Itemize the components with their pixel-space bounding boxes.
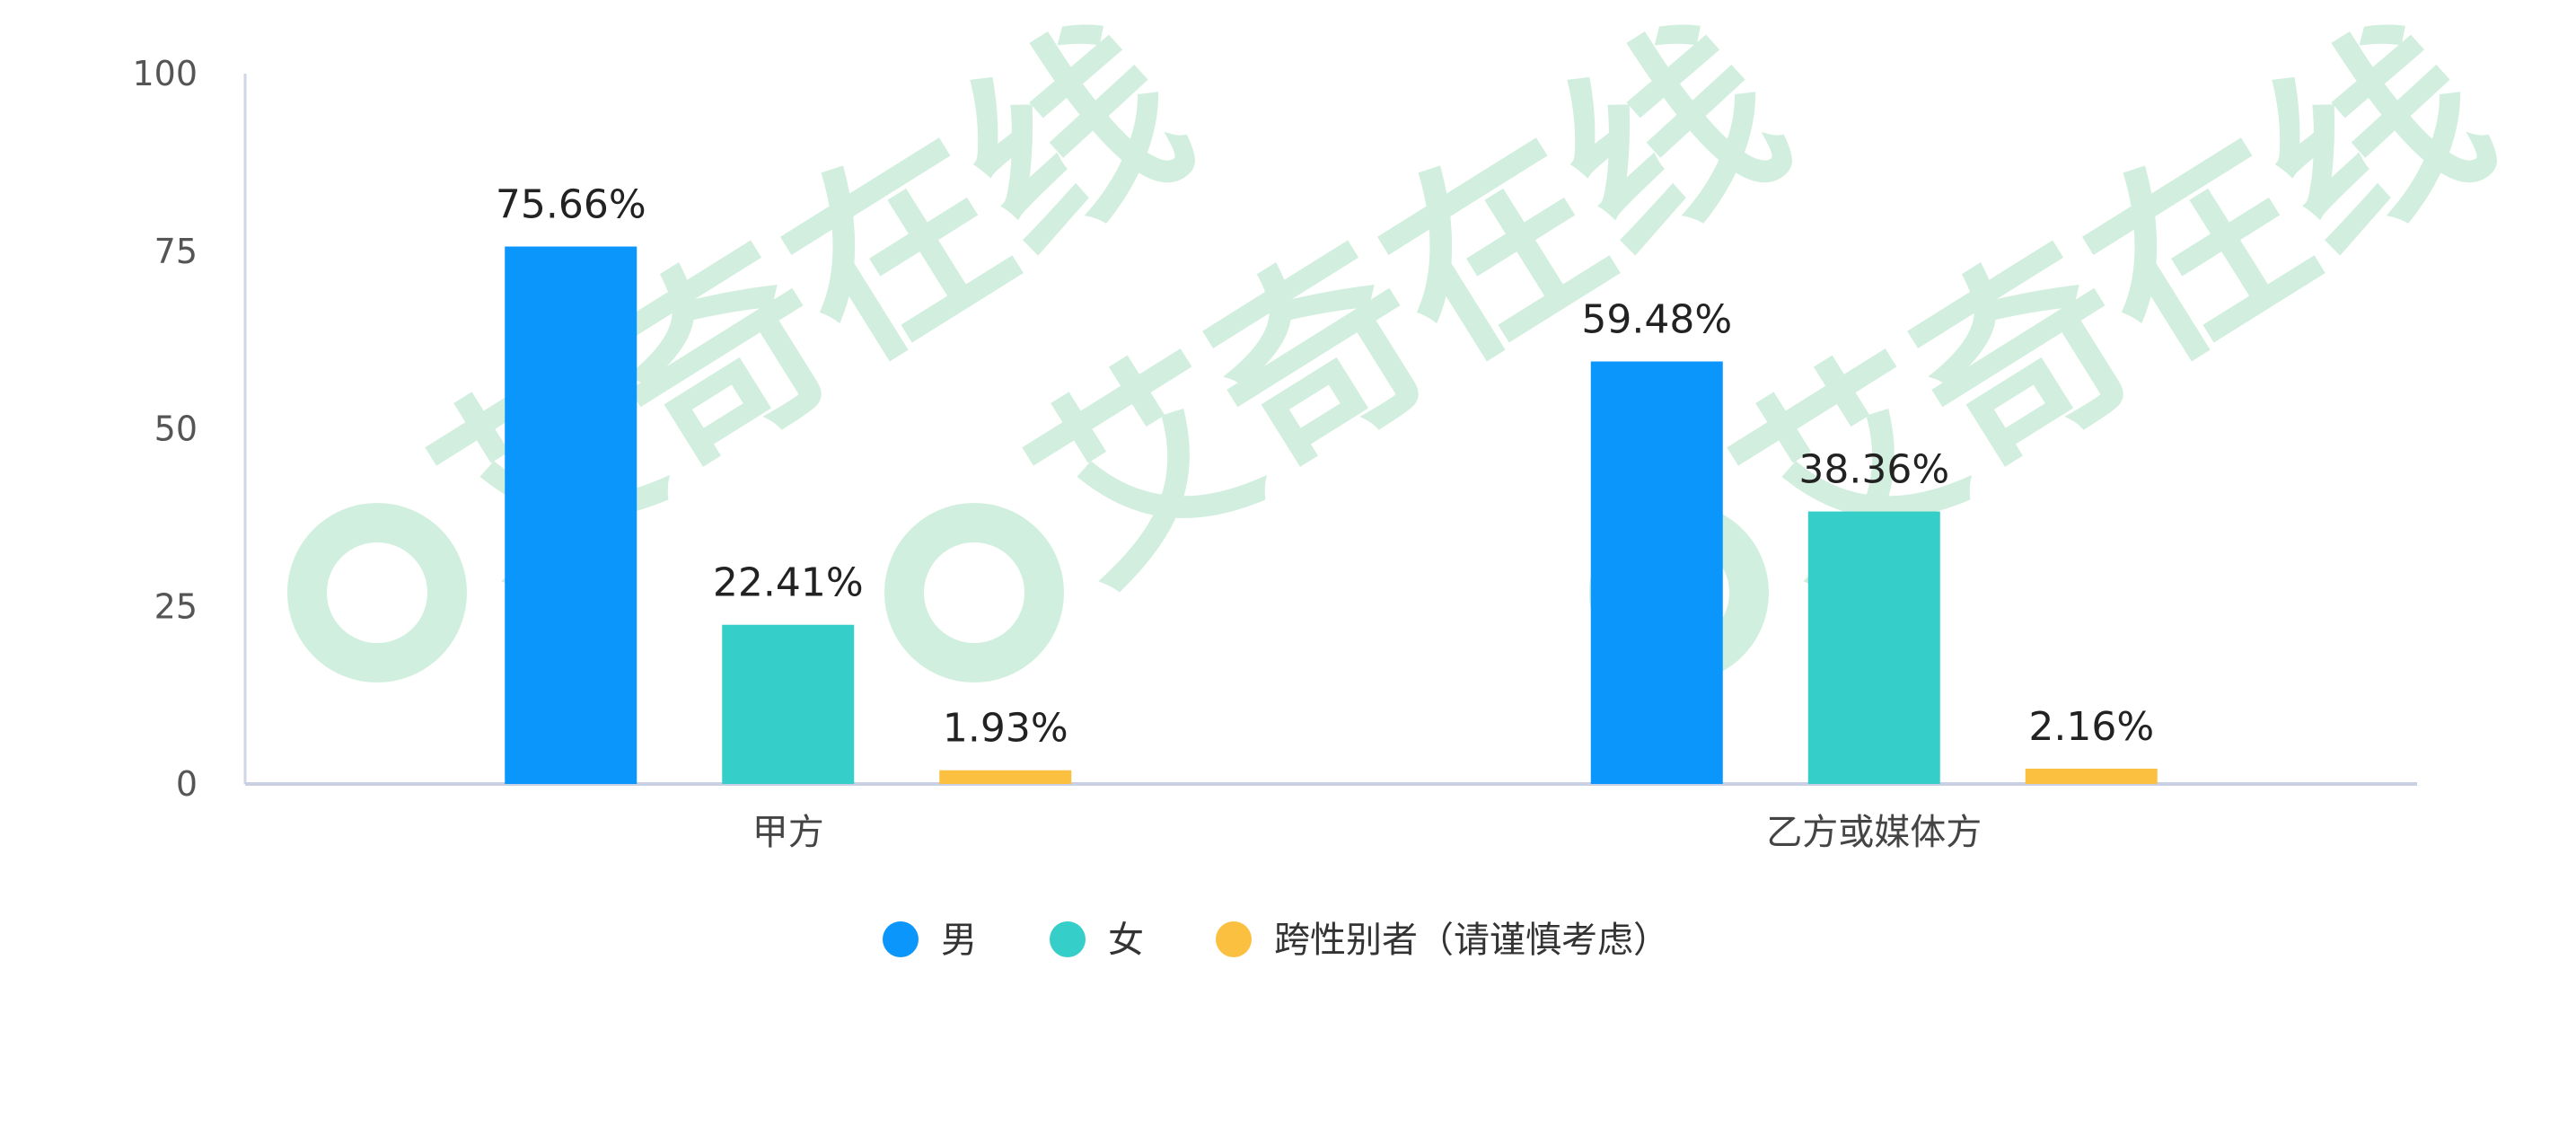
bar (939, 770, 1072, 784)
legend-item: 女 (1050, 920, 1144, 961)
y-tick-label: 50 (154, 409, 198, 449)
data-label: 38.36% (1798, 447, 1949, 493)
y-tick-label: 0 (176, 764, 198, 804)
legend-marker (1216, 921, 1252, 957)
bar (505, 246, 637, 784)
y-tick-label: 75 (154, 232, 198, 271)
watermark-logo-icon (287, 503, 467, 682)
bar (1590, 361, 1723, 784)
y-tick-label: 25 (154, 586, 198, 626)
legend-marker (883, 921, 919, 957)
data-label: 59.48% (1581, 297, 1732, 343)
bar (2025, 768, 2158, 784)
bar (1807, 511, 1940, 784)
bars (505, 246, 2158, 784)
legend-item: 跨性别者（请谨慎考虑） (1216, 920, 1669, 961)
watermark-logo-icon (884, 503, 1064, 682)
category-labels: 甲方 乙方或媒体方 (752, 812, 1983, 853)
value-labels: 75.66% 22.41% 1.93% 59.48% 38.36% 2.16% (496, 182, 2154, 752)
legend-label: 跨性别者（请谨慎考虑） (1274, 920, 1669, 961)
data-label: 1.93% (943, 706, 1068, 752)
y-tick-label: 100 (132, 54, 198, 93)
legend: 男 女 跨性别者（请谨慎考虑） (883, 920, 1669, 961)
legend-marker (1050, 921, 1086, 957)
data-label: 22.41% (713, 560, 864, 606)
data-label: 2.16% (2028, 704, 2154, 750)
x-tick-label: 乙方或媒体方 (1766, 812, 1982, 853)
bar (722, 624, 855, 784)
legend-label: 女 (1108, 920, 1144, 961)
x-tick-label: 甲方 (752, 812, 824, 853)
data-label: 75.66% (496, 182, 646, 228)
legend-label: 男 (941, 920, 977, 961)
legend-item: 男 (883, 920, 977, 961)
